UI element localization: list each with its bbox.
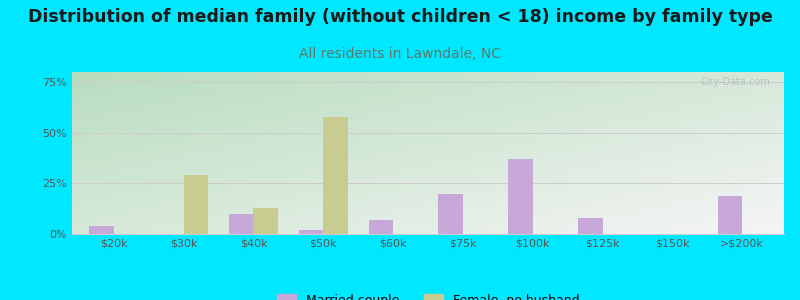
Bar bbox=[508, 159, 533, 234]
Bar bbox=[90, 226, 114, 234]
Bar bbox=[299, 230, 323, 234]
Legend: Married couple, Female, no husband: Married couple, Female, no husband bbox=[272, 289, 584, 300]
Bar bbox=[369, 220, 393, 234]
Text: Distribution of median family (without children < 18) income by family type: Distribution of median family (without c… bbox=[27, 8, 773, 26]
Text: City-Data.com: City-Data.com bbox=[700, 77, 770, 87]
Bar bbox=[229, 214, 254, 234]
Bar bbox=[438, 194, 463, 234]
Bar bbox=[323, 116, 348, 234]
Bar bbox=[578, 218, 602, 234]
Text: All residents in Lawndale, NC: All residents in Lawndale, NC bbox=[299, 46, 501, 61]
Bar bbox=[718, 196, 742, 234]
Bar bbox=[184, 175, 208, 234]
Bar bbox=[254, 208, 278, 234]
